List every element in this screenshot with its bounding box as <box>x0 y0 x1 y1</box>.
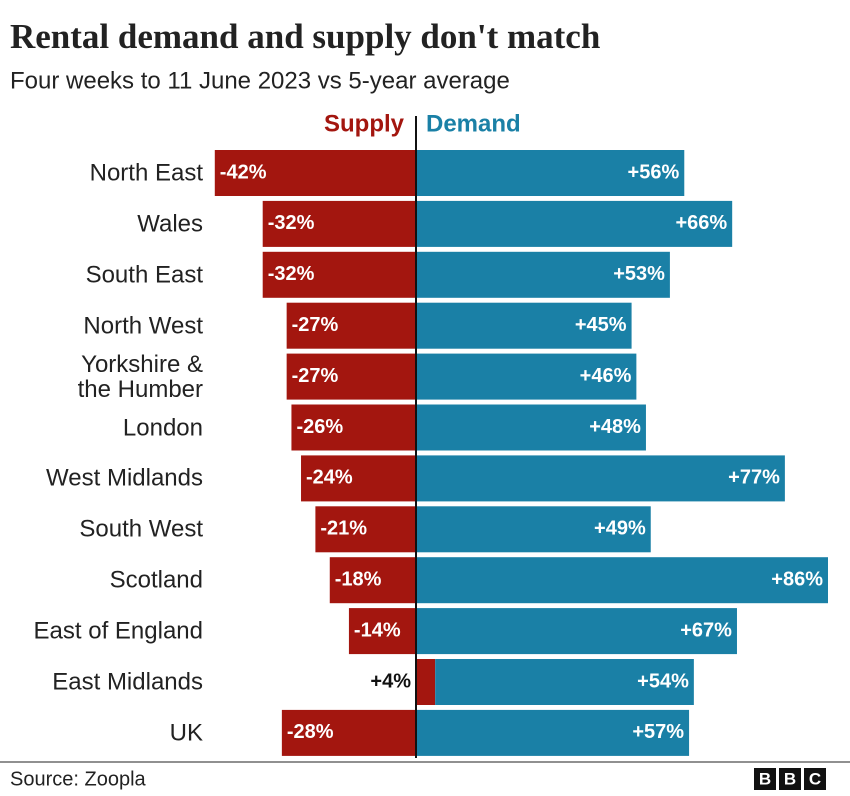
demand-value-label: +49% <box>594 518 646 540</box>
demand-bar <box>416 455 785 502</box>
supply-bar <box>262 251 416 298</box>
supply-bar <box>281 709 416 756</box>
demand-value-label: +66% <box>675 212 727 234</box>
supply-value-label: -32% <box>268 263 315 285</box>
chart-subtitle: Four weeks to 11 June 2023 vs 5-year ave… <box>10 67 510 94</box>
demand-bar <box>435 659 694 705</box>
category-label: South East <box>85 261 203 289</box>
supply-bar <box>286 302 416 349</box>
demand-value-label: +57% <box>632 721 684 743</box>
demand-bar <box>416 709 690 756</box>
supply-value-label: -26% <box>296 416 343 438</box>
category-label: East of England <box>33 617 203 645</box>
supply-bar <box>416 659 436 705</box>
supply-value-label: -27% <box>292 314 339 336</box>
demand-value-label: +46% <box>580 365 632 387</box>
supply-bar <box>291 404 416 451</box>
demand-bar <box>416 557 828 604</box>
category-label: North East <box>89 159 203 187</box>
legend-label: Supply <box>324 110 405 137</box>
demand-value-label: +77% <box>728 467 780 489</box>
demand-value-label: +67% <box>680 619 732 641</box>
supply-value-label: -27% <box>292 365 339 387</box>
demand-bar <box>416 404 646 451</box>
supply-bar <box>214 150 416 196</box>
supply-bar <box>286 353 416 400</box>
supply-value-label: -42% <box>220 161 267 183</box>
category-label: East Midlands <box>52 668 203 696</box>
source: Source: Zoopla <box>10 768 147 790</box>
demand-bar <box>416 302 632 349</box>
supply-value-label: -14% <box>354 619 401 641</box>
logo-box <box>779 768 801 790</box>
demand-value-label: +45% <box>575 314 627 336</box>
legend-label: Demand <box>426 110 521 137</box>
category-label: West Midlands <box>46 464 203 492</box>
supply-bar <box>348 608 416 655</box>
category-label: Yorkshire & the Humber <box>77 350 203 403</box>
supply-bar <box>262 200 416 247</box>
logo-box <box>804 768 826 790</box>
logo-box <box>754 768 776 790</box>
demand-value-label: +53% <box>613 263 665 285</box>
category-label: Scotland <box>109 566 203 594</box>
logo-letter: B <box>759 769 771 788</box>
demand-value-label: +56% <box>628 161 680 183</box>
supply-bar <box>301 455 416 502</box>
demand-bar <box>416 200 733 247</box>
supply-bar <box>315 506 416 553</box>
category-label: Wales <box>137 210 203 238</box>
supply-value-label: -28% <box>287 721 334 743</box>
demand-bar <box>416 506 651 553</box>
supply-value-label: -32% <box>268 212 315 234</box>
category-label: London <box>122 414 203 441</box>
logo-letter: B <box>784 769 796 788</box>
category-label: South West <box>79 515 203 543</box>
supply-value-label: -21% <box>320 518 367 540</box>
demand-value-label: +86% <box>771 568 823 590</box>
supply-bar <box>329 557 416 604</box>
supply-value-label: +4% <box>370 670 411 692</box>
category-label: UK <box>169 719 203 747</box>
supply-value-label: -24% <box>306 467 353 489</box>
chart-title: Rental demand and supply don't match <box>10 17 600 56</box>
supply-value-label: -18% <box>335 568 382 590</box>
demand-bar <box>416 353 637 400</box>
demand-value-label: +54% <box>637 670 689 692</box>
logo-letter: C <box>809 769 821 788</box>
demand-bar <box>416 150 685 196</box>
category-label: North West <box>83 312 203 340</box>
demand-bar <box>416 251 670 298</box>
demand-value-label: +48% <box>589 416 641 438</box>
demand-bar <box>416 608 737 655</box>
